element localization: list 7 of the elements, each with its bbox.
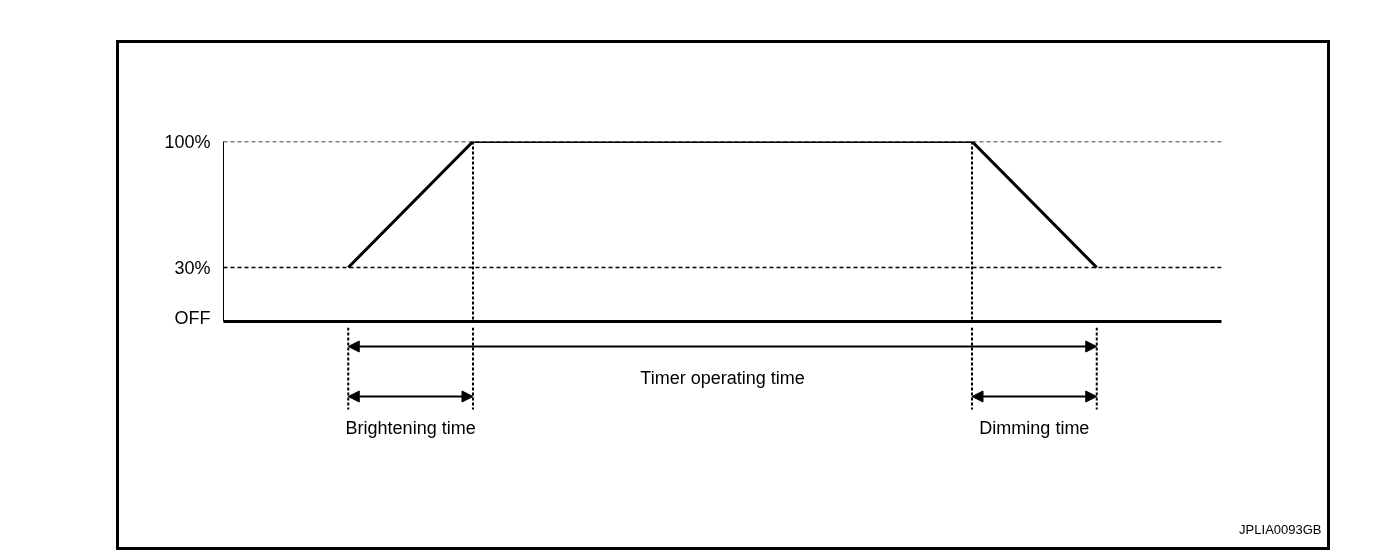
text: JPLIA0093GB	[1239, 521, 1322, 537]
text: Dimming time	[979, 417, 1090, 438]
y-tick-label: OFF	[174, 307, 211, 328]
y-tick-label: 30%	[174, 257, 211, 278]
text: Brightening time	[345, 417, 476, 438]
text: Timer operating time	[640, 367, 805, 388]
y-tick-label: 100%	[164, 131, 211, 152]
